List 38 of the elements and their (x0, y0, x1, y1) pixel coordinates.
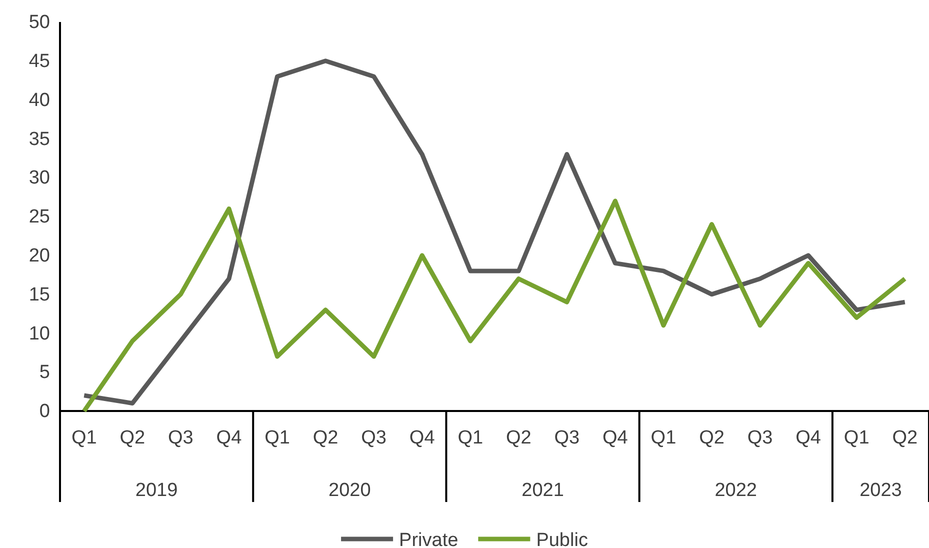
x-tick-label: Q4 (216, 427, 242, 448)
y-tick-label: 50 (28, 12, 50, 34)
line-series (82, 198, 908, 414)
y-tick-label: 20 (28, 245, 50, 266)
x-tick-label: Q2 (312, 427, 338, 448)
line-series (82, 58, 908, 406)
x-tick-label: Q4 (602, 427, 628, 448)
x-tick-label: Q1 (71, 427, 97, 448)
text: 2023 (860, 480, 902, 501)
legend-label: Public (536, 530, 588, 548)
x-tick-label: Q3 (361, 427, 386, 448)
x-tick-label: Q2 (506, 427, 532, 448)
x-tick-label: Q3 (554, 427, 580, 448)
x-tick-label: Q1 (844, 427, 870, 448)
y-tick-label: 40 (28, 90, 50, 111)
text: 2022 (714, 480, 758, 501)
text: 2019 (135, 480, 178, 501)
text: 2020 (328, 480, 371, 501)
y-tick-label: 0 (39, 401, 50, 422)
x-tick-label: Q4 (409, 427, 436, 448)
x-tick-label: Q1 (264, 427, 290, 448)
x-tick-label: Q2 (699, 427, 724, 448)
x-tick-label: Q3 (168, 427, 194, 448)
x-tick-label: Q2 (892, 427, 918, 448)
y-tick-label: 25 (28, 206, 50, 228)
legend-label: Private (399, 530, 458, 548)
y-tick-label: 5 (39, 362, 50, 384)
x-tick-label: Q1 (650, 427, 676, 448)
y-tick-label: 10 (28, 323, 50, 344)
x-tick-label: Q1 (458, 427, 484, 448)
y-tick-label: 45 (28, 50, 50, 72)
text: 2021 (522, 480, 564, 501)
x-tick-label: Q2 (120, 427, 146, 448)
x-tick-label: Q3 (747, 427, 773, 448)
x-tick-label: Q4 (796, 427, 822, 448)
y-tick-label: 30 (28, 168, 50, 189)
y-tick-label: 15 (28, 284, 50, 306)
y-tick-label: 35 (28, 128, 50, 150)
